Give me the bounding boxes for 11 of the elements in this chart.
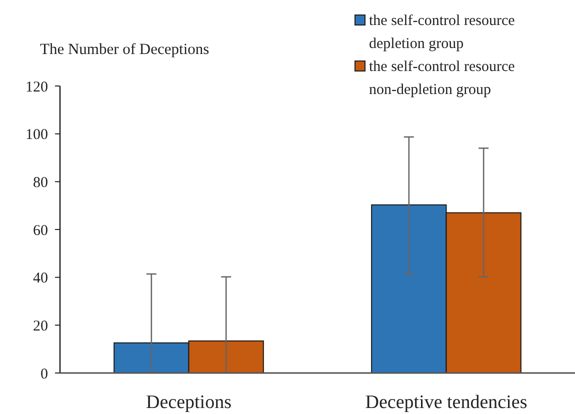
y-axis-title: The Number of Deceptions <box>40 41 210 58</box>
y-tick-label: 20 <box>33 318 48 334</box>
y-tick-label: 40 <box>33 270 48 287</box>
y-tick-label: 80 <box>33 174 48 191</box>
y-tick-label: 100 <box>26 127 48 144</box>
y-tick-label: 0 <box>40 366 48 382</box>
legend-label: the self-control resource non-depletion group <box>369 59 516 98</box>
y-tick-label: 120 <box>26 79 48 96</box>
x-tick-label: Deceptive tendencies <box>365 392 528 413</box>
x-tick-label: Deceptions <box>146 392 232 413</box>
y-tick-label: 60 <box>33 222 48 239</box>
